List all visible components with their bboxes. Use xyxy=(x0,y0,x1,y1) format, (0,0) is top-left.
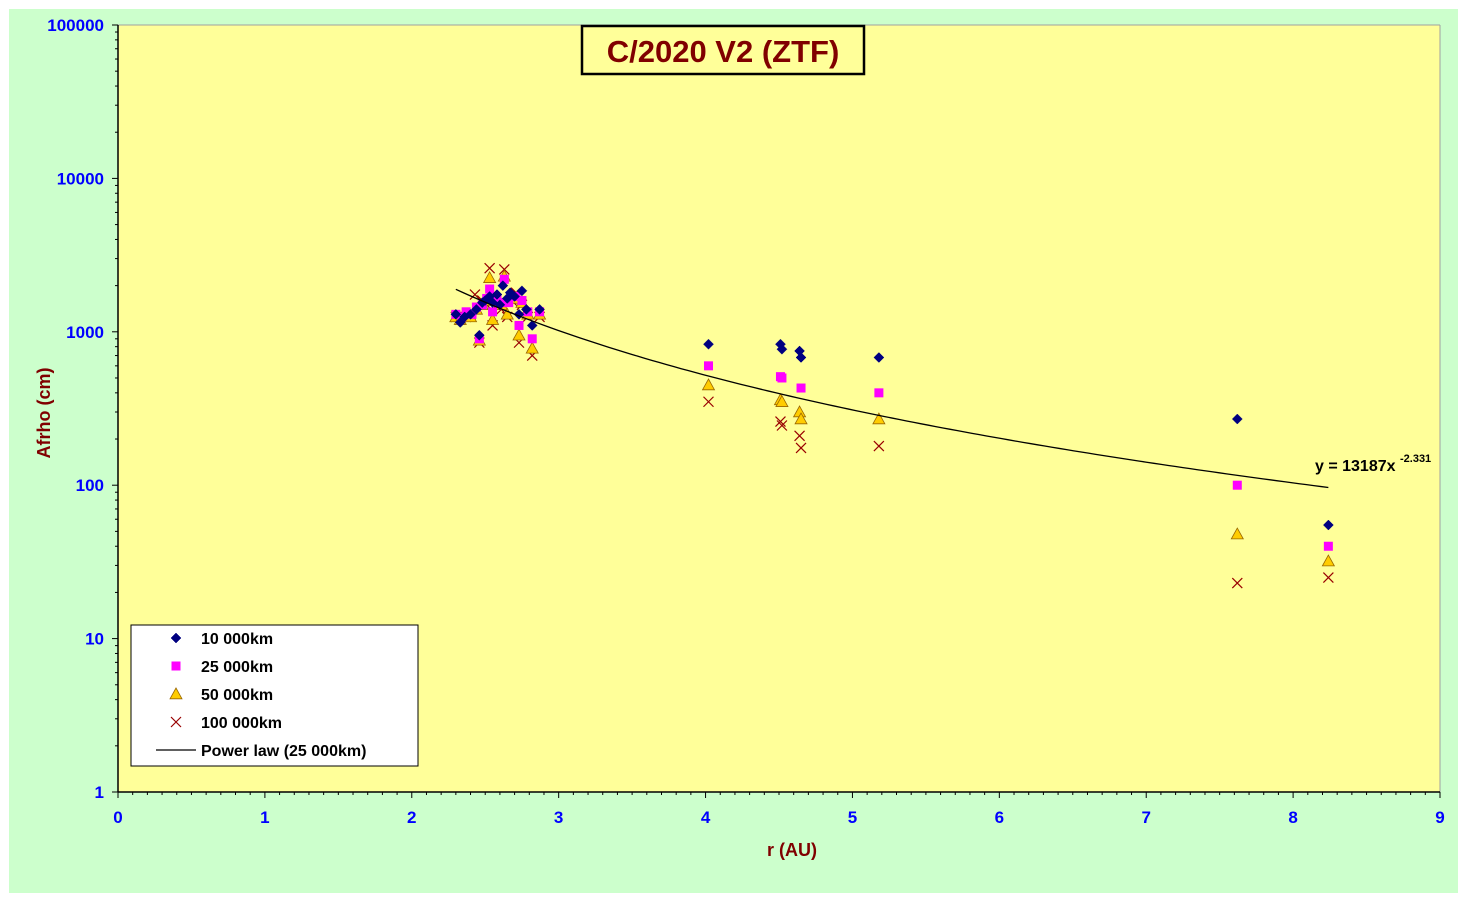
y-tick-label: 10000 xyxy=(57,169,104,188)
y-tick-label: 10 xyxy=(85,630,104,649)
data-point xyxy=(500,307,514,320)
legend-marker xyxy=(170,632,182,644)
data-point xyxy=(484,262,496,274)
data-point xyxy=(450,308,462,320)
x-tick-label: 9 xyxy=(1435,808,1444,827)
y-tick-label: 100 xyxy=(76,476,104,495)
data-point xyxy=(873,440,885,452)
x-tick-label: 6 xyxy=(995,808,1004,827)
series-10-000km xyxy=(450,280,1334,531)
data-point xyxy=(516,285,528,297)
power-law-fit-line xyxy=(455,288,1329,489)
data-point xyxy=(796,383,806,393)
data-point xyxy=(1323,541,1333,551)
legend-label-25000km: 25 000km xyxy=(201,659,273,676)
data-point xyxy=(485,312,500,325)
legend: 10 000km 25 000km 50 000km 100 000km Pow… xyxy=(130,624,419,767)
data-point xyxy=(488,307,498,317)
data-point xyxy=(1231,413,1243,425)
data-point xyxy=(795,352,807,363)
data-point xyxy=(504,287,516,298)
axes-layer xyxy=(112,24,1441,798)
data-point xyxy=(775,394,789,407)
data-point xyxy=(794,430,805,442)
legend-marker xyxy=(171,661,181,671)
data-point xyxy=(1231,577,1243,589)
data-point xyxy=(520,304,532,315)
data-point xyxy=(514,320,524,330)
data-point xyxy=(499,274,509,284)
fit-equation-text: y = 13187x xyxy=(1315,458,1396,475)
data-point xyxy=(795,442,807,454)
data-point xyxy=(471,304,482,315)
data-point xyxy=(461,307,471,317)
data-point xyxy=(482,270,497,283)
x-tick-label: 2 xyxy=(407,808,416,827)
data-point xyxy=(1232,480,1242,490)
data-point xyxy=(534,304,545,315)
data-point xyxy=(473,329,485,341)
data-point xyxy=(873,352,885,363)
legend-markers xyxy=(156,632,196,751)
data-point xyxy=(525,341,539,354)
x-tick-label: 4 xyxy=(701,808,711,827)
x-tick-label: 5 xyxy=(848,808,857,827)
y-tick-label: 1000 xyxy=(66,323,104,342)
data-point xyxy=(703,338,714,350)
x-tick-label: 0 xyxy=(113,808,122,827)
fit-equation-annotation: y = 13187x -2.331 xyxy=(1315,453,1431,475)
data-point xyxy=(1322,572,1334,583)
y-axis-title: Afrho (cm) xyxy=(34,368,54,459)
data-point xyxy=(504,298,514,308)
data-point xyxy=(526,320,538,331)
data-point xyxy=(465,308,476,320)
legend-label-10000km: 10 000km xyxy=(201,631,273,648)
data-point xyxy=(703,396,714,408)
x-axis-title: r (AU) xyxy=(767,840,817,860)
data-point xyxy=(491,289,503,300)
data-point xyxy=(874,388,884,398)
data-point xyxy=(1323,519,1334,531)
y-tick-label: 100000 xyxy=(47,16,104,35)
legend-label-50000km: 50 000km xyxy=(201,687,273,704)
series-layer xyxy=(449,262,1336,589)
fit-equation-exponent: -2.331 xyxy=(1400,453,1431,465)
chart-title-box: C/2020 V2 (ZTF) xyxy=(580,24,866,76)
data-point xyxy=(512,328,526,341)
data-point xyxy=(775,416,786,427)
legend-label-100000km: 100 000km xyxy=(201,715,282,732)
data-point xyxy=(701,378,716,391)
data-point xyxy=(509,291,520,302)
x-tick-label: 7 xyxy=(1141,808,1150,827)
x-tick-label: 3 xyxy=(554,808,563,827)
legend-label-power-law: Power law (25 000km) xyxy=(201,743,366,760)
data-point xyxy=(1230,527,1244,540)
data-point xyxy=(498,264,510,275)
data-point xyxy=(872,412,886,425)
data-point xyxy=(776,343,788,355)
data-point xyxy=(485,284,495,294)
y-tick-label: 1 xyxy=(95,783,104,802)
data-point xyxy=(703,361,713,371)
data-point xyxy=(527,334,537,344)
chart-title: C/2020 V2 (ZTF) xyxy=(607,34,840,69)
data-point xyxy=(794,412,808,425)
x-tick-label: 8 xyxy=(1288,808,1297,827)
legend-marker xyxy=(170,716,182,728)
data-point xyxy=(1321,554,1336,567)
legend-marker xyxy=(169,687,183,700)
data-point xyxy=(777,373,787,383)
x-tick-label: 1 xyxy=(260,808,269,827)
data-point xyxy=(469,289,481,300)
data-point xyxy=(517,295,527,305)
data-point xyxy=(776,420,788,431)
data-point xyxy=(497,280,509,291)
